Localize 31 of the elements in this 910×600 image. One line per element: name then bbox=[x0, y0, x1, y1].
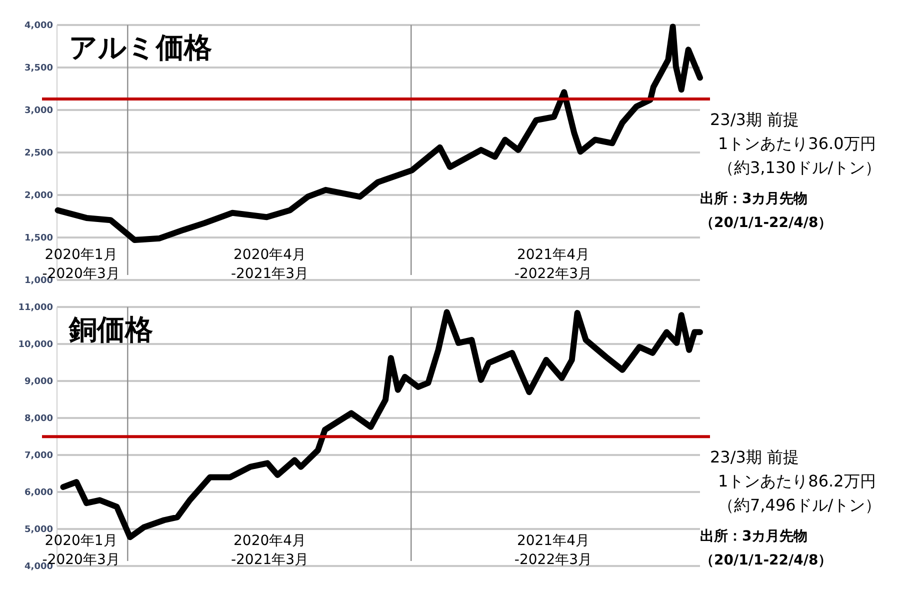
y-tick-label: 11,000 bbox=[18, 303, 53, 314]
y-tick-label: 5,000 bbox=[24, 525, 53, 536]
y-tick-label: 1,500 bbox=[24, 234, 53, 244]
y-tick-label: 8,000 bbox=[24, 414, 53, 424]
y-tick-label: 4,000 bbox=[24, 21, 53, 32]
y-tick-label: 1,000 bbox=[24, 276, 53, 286]
x-tick-label: 2020年4月 -2021年3月 bbox=[230, 247, 309, 282]
y-tick-label: 6,000 bbox=[24, 488, 53, 498]
x-tick-label: 2021年4月 -2022年3月 bbox=[514, 533, 592, 568]
y-tick-label: 9,000 bbox=[24, 377, 53, 388]
y-tick-label: 7,000 bbox=[24, 451, 53, 462]
chart-title: 銅価格 bbox=[68, 313, 153, 346]
ref-line-label: 23/3期 前提 bbox=[710, 448, 800, 467]
y-tick-label: 3,500 bbox=[24, 64, 53, 74]
x-tick-label: 2021年4月 -2022年3月 bbox=[514, 247, 592, 282]
annotation: （20/1/1-22/4/8） bbox=[700, 214, 832, 231]
text: 1トンあたり86.2万円 bbox=[718, 472, 876, 491]
y-tick-label: 2,000 bbox=[24, 191, 53, 202]
text: （約7,496ドル/トン） bbox=[718, 496, 882, 515]
x-tick-label: 2020年4月 -2021年3月 bbox=[230, 533, 309, 568]
annotation: 出所：3カ月先物 bbox=[700, 190, 808, 207]
annotation: 出所：3カ月先物 bbox=[700, 528, 808, 545]
y-tick-label: 4,000 bbox=[24, 562, 53, 572]
y-tick-label: 2,500 bbox=[24, 148, 53, 159]
y-tick-label: 10,000 bbox=[18, 340, 53, 350]
text: （約3,130ドル/トン） bbox=[718, 158, 882, 177]
ref-line-label: 23/3期 前提 bbox=[710, 110, 800, 129]
y-tick-label: 3,000 bbox=[24, 106, 53, 116]
chart-title: アルミ価格 bbox=[69, 31, 212, 64]
text: 1トンあたり36.0万円 bbox=[718, 134, 876, 153]
annotation: （20/1/1-22/4/8） bbox=[700, 552, 832, 569]
